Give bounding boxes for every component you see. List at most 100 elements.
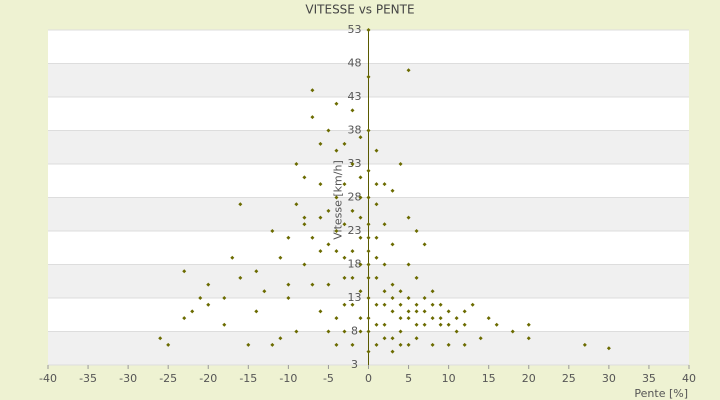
point	[374, 202, 379, 207]
point	[358, 235, 363, 240]
point	[406, 342, 411, 347]
point	[366, 128, 371, 133]
point	[334, 148, 339, 153]
point	[182, 269, 187, 274]
point	[334, 195, 339, 200]
point	[310, 235, 315, 240]
point	[438, 302, 443, 307]
point	[366, 168, 371, 173]
point	[358, 135, 363, 140]
point	[414, 229, 419, 233]
point	[446, 322, 451, 327]
point	[334, 229, 339, 233]
point	[470, 302, 475, 307]
point	[358, 262, 363, 267]
point	[510, 329, 515, 334]
point	[366, 296, 371, 300]
point	[166, 342, 171, 347]
x-tick-label: -35	[79, 372, 97, 385]
point	[406, 215, 411, 220]
point	[358, 316, 363, 321]
point	[382, 302, 387, 307]
point	[294, 329, 299, 334]
x-axis-label: Pente [%]	[634, 387, 688, 400]
point	[334, 316, 339, 321]
point	[414, 322, 419, 327]
x-tick-label: 30	[602, 372, 616, 385]
x-tick-label: -15	[239, 372, 257, 385]
y-tick-label: 28	[348, 191, 362, 204]
point	[430, 342, 435, 347]
point	[358, 195, 363, 200]
point	[454, 329, 459, 334]
point	[302, 262, 307, 267]
x-tick-label: 35	[642, 372, 656, 385]
point	[334, 249, 339, 254]
point	[398, 162, 403, 166]
x-tick-label: -30	[119, 372, 137, 385]
point	[318, 182, 323, 187]
point	[526, 322, 531, 327]
point	[310, 282, 315, 287]
point	[222, 322, 227, 327]
point	[398, 289, 403, 294]
point	[382, 336, 387, 341]
point	[246, 342, 251, 347]
point	[350, 208, 355, 213]
x-tick-label: 5	[405, 372, 412, 385]
point	[422, 322, 427, 327]
point	[406, 309, 411, 314]
point	[526, 336, 531, 341]
point	[494, 322, 499, 327]
point	[390, 309, 395, 314]
point	[350, 275, 355, 280]
x-tick-label: 40	[682, 372, 696, 385]
point	[406, 316, 411, 321]
point	[358, 329, 363, 334]
point	[182, 316, 187, 321]
point	[318, 249, 323, 254]
point	[342, 255, 347, 260]
point	[462, 342, 467, 347]
point	[382, 182, 387, 187]
x-tick-label: -25	[159, 372, 177, 385]
point	[406, 68, 411, 73]
point	[422, 309, 427, 314]
point	[294, 162, 299, 166]
point	[414, 336, 419, 341]
point	[310, 88, 315, 93]
point	[342, 222, 347, 227]
point	[358, 175, 363, 180]
point	[606, 346, 611, 351]
point	[190, 309, 195, 314]
point	[446, 342, 451, 347]
y-tick-label: 48	[348, 57, 362, 70]
y-tick-label: 33	[348, 157, 362, 170]
point	[406, 262, 411, 267]
x-tick-label: 15	[482, 372, 496, 385]
point	[342, 141, 347, 146]
point	[382, 289, 387, 294]
point	[422, 296, 427, 300]
point	[366, 28, 371, 32]
point	[382, 222, 387, 227]
point	[238, 202, 243, 207]
y-tick-label: 43	[348, 90, 362, 103]
point	[414, 275, 419, 280]
point	[254, 269, 259, 274]
point	[446, 309, 451, 314]
point	[374, 235, 379, 240]
point	[222, 296, 227, 300]
point	[366, 222, 371, 227]
point	[302, 222, 307, 227]
point	[366, 329, 371, 334]
point	[294, 202, 299, 207]
point	[206, 302, 211, 307]
point	[318, 309, 323, 314]
point	[398, 342, 403, 347]
point	[278, 255, 283, 260]
y-axis-label: Vitesse [km/h]	[332, 160, 345, 240]
y-tick-label: 13	[348, 291, 362, 304]
point	[270, 342, 275, 347]
point	[254, 309, 259, 314]
